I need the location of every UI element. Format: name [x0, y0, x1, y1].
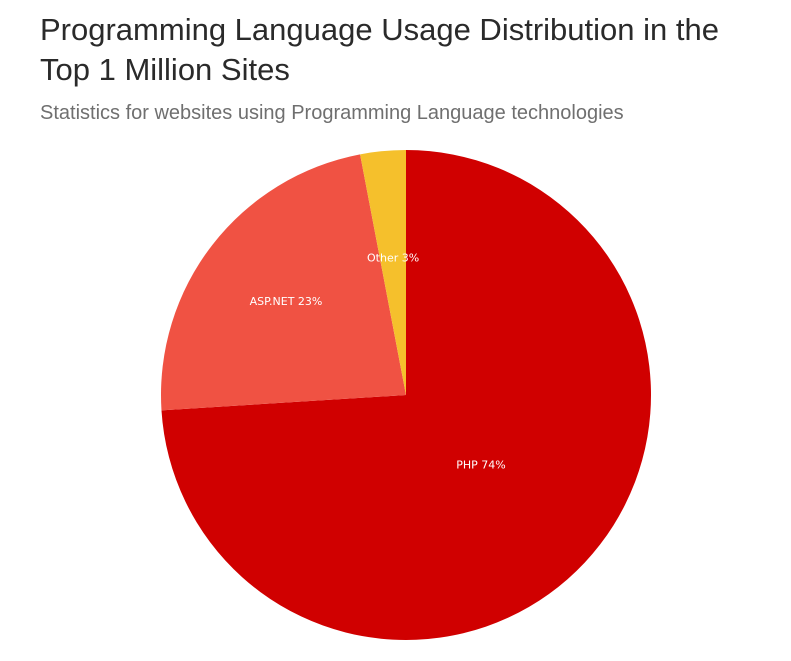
chart-subtitle: Statistics for websites using Programmin… [40, 102, 624, 124]
pie-slice-php[interactable] [161, 150, 651, 640]
pie-slice-other[interactable] [360, 150, 406, 395]
chart-header: Programming Language Usage Distribution … [40, 10, 770, 126]
pie-slice-label-php: PHP 74% [456, 458, 505, 471]
pie-slice-label-other: Other 3% [367, 251, 419, 264]
pie-slice-label-asp-net: ASP.NET 23% [250, 295, 323, 308]
chart-title: Programming Language Usage Distribution … [40, 12, 719, 87]
pie-slice-asp-net[interactable] [160, 154, 406, 411]
